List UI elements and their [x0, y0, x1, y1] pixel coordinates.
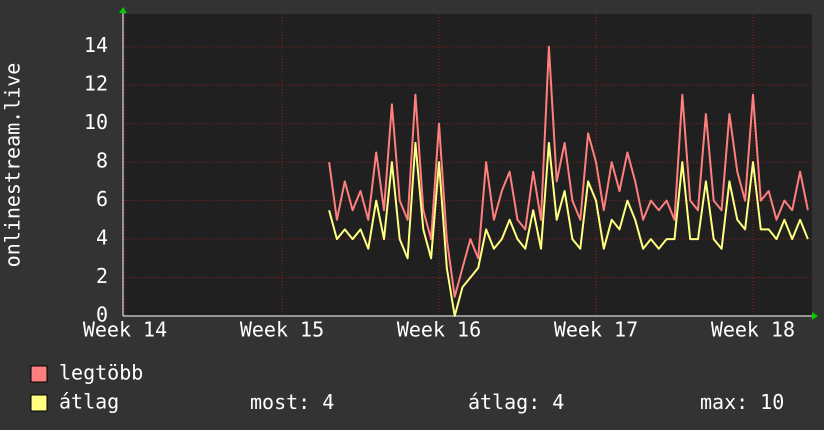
legend-stat: átlag: 4 [468, 390, 564, 414]
x-tick-label: Week 17 [554, 318, 638, 342]
stat-value: 4 [552, 390, 564, 414]
stat-value: 10 [760, 390, 784, 414]
legend-swatch [30, 394, 48, 412]
stat-value: 4 [322, 390, 334, 414]
y-tick-label: 10 [84, 110, 108, 134]
legend-stat: most: 4 [250, 390, 334, 414]
y-tick-label: 14 [84, 33, 108, 57]
y-tick-label: 6 [96, 187, 108, 211]
stat-label: átlag: [468, 390, 540, 414]
x-tick-label: Week 15 [240, 318, 324, 342]
x-tick-label: Week 18 [711, 318, 795, 342]
y-tick-label: 2 [96, 264, 108, 288]
y-tick-label: 4 [96, 226, 108, 250]
legend-stat: max: 10 [700, 390, 784, 414]
series-line [328, 141, 809, 317]
y-arrow [119, 7, 127, 13]
legend-label: legtöbb [59, 361, 143, 385]
stat-label: most: [250, 390, 310, 414]
y-tick-label: 0 [96, 303, 108, 327]
y-axis-label: onlinestream.live [1, 63, 25, 268]
series-line [328, 45, 809, 298]
x-arrow [812, 312, 818, 320]
y-tick-label: 12 [84, 72, 108, 96]
x-tick-label: Week 14 [83, 318, 167, 342]
plot-area [123, 14, 812, 316]
legend-swatch [30, 365, 48, 383]
x-tick-label: Week 16 [397, 318, 481, 342]
y-tick-label: 8 [96, 149, 108, 173]
legend-label: átlag [59, 390, 119, 414]
stat-label: max: [700, 390, 748, 414]
